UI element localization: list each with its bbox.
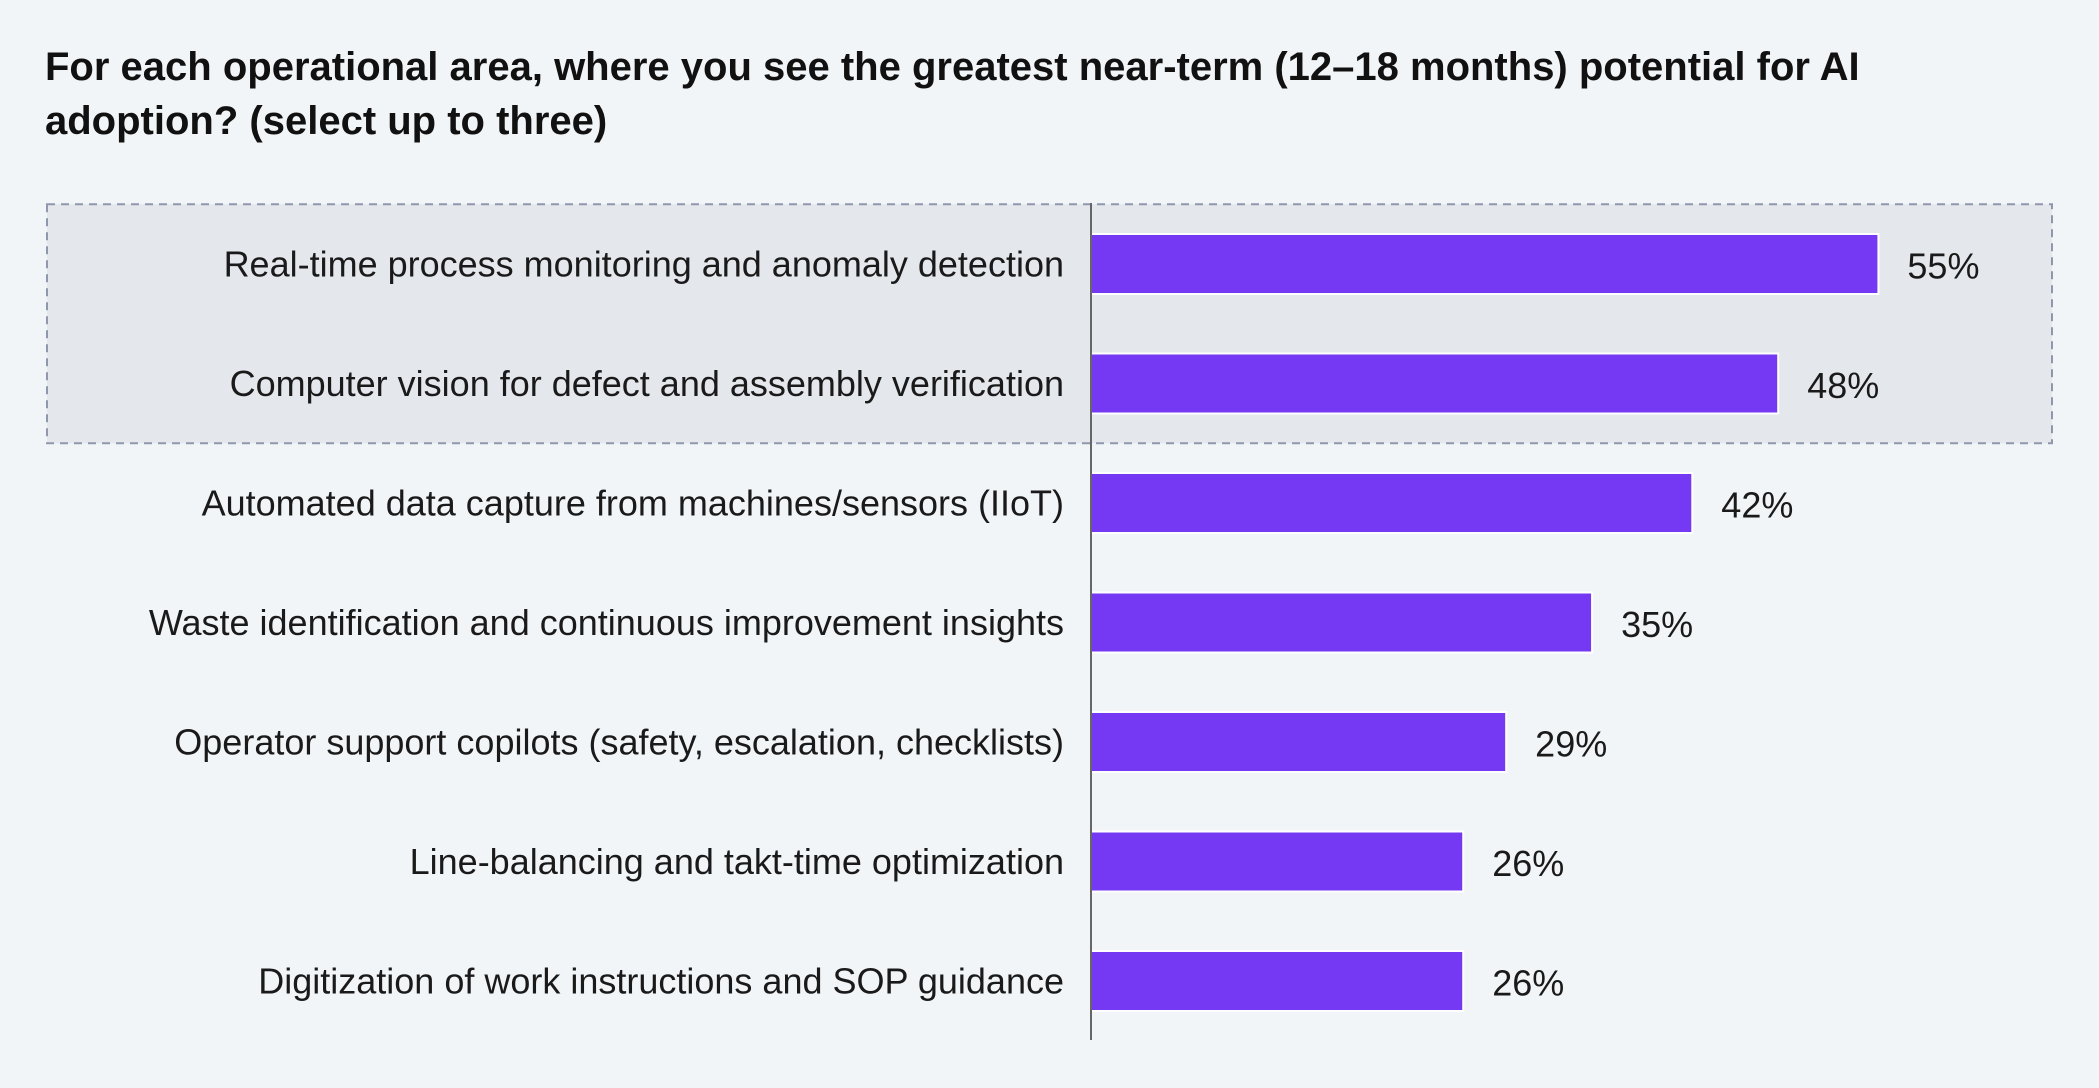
category-label: Waste identification and continuous impr…: [149, 602, 1064, 643]
value-label: 29%: [1535, 724, 1607, 765]
category-label: Real-time process monitoring and anomaly…: [224, 244, 1064, 285]
bar: [1090, 591, 1594, 654]
value-label: 35%: [1621, 604, 1693, 645]
value-label: 26%: [1492, 963, 1564, 1004]
bar: [1090, 830, 1465, 893]
category-label: Operator support copilots (safety, escal…: [174, 722, 1064, 763]
category-label: Automated data capture from machines/sen…: [202, 483, 1064, 524]
bar: [1090, 711, 1508, 773]
labels-layer: Real-time process monitoring and anomaly…: [149, 244, 1980, 1004]
chart-title: For each operational area, where you see…: [45, 45, 1860, 143]
value-label: 55%: [1907, 246, 1979, 287]
value-label: 42%: [1721, 485, 1793, 526]
value-label: 26%: [1492, 843, 1564, 884]
category-label: Digitization of work instructions and SO…: [258, 961, 1064, 1002]
category-label: Computer vision for defect and assembly …: [230, 363, 1064, 404]
bar: [1090, 352, 1780, 415]
value-label: 48%: [1807, 365, 1879, 406]
category-label: Line-balancing and takt-time optimizatio…: [410, 841, 1064, 882]
bar: [1090, 233, 1880, 295]
bar: [1090, 950, 1465, 1012]
bar: [1090, 472, 1694, 534]
